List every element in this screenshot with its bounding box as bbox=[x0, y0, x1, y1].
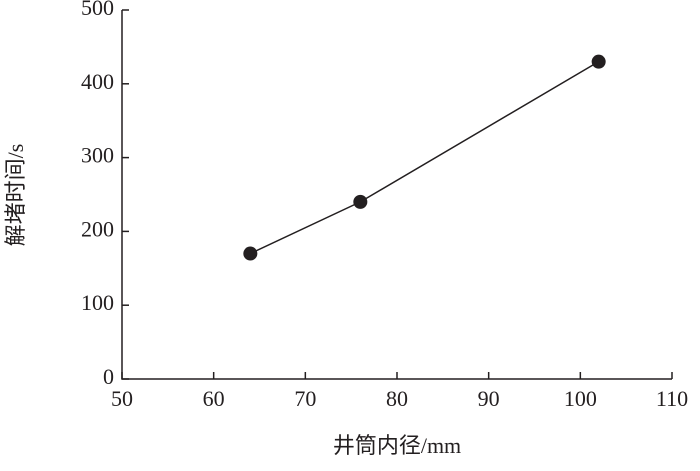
series-line bbox=[250, 61, 600, 255]
x-axis-label: 井筒内径/mm bbox=[333, 433, 461, 458]
y-tick-label: 100 bbox=[81, 290, 114, 315]
x-tick-label: 90 bbox=[478, 386, 500, 411]
x-tick-label: 60 bbox=[203, 386, 225, 411]
axes bbox=[121, 10, 672, 380]
y-tick-label: 200 bbox=[81, 216, 114, 241]
x-tick-label: 70 bbox=[294, 386, 316, 411]
y-tick-label: 300 bbox=[81, 143, 114, 168]
y-tick-label: 400 bbox=[81, 69, 114, 94]
y-tick-label: 500 bbox=[81, 0, 114, 20]
y-axis-label: 解堵时间/s bbox=[3, 144, 28, 247]
x-tick-label: 110 bbox=[656, 386, 688, 411]
x-tick-label: 80 bbox=[386, 386, 408, 411]
x-tick-label: 100 bbox=[564, 386, 597, 411]
x-tick-label: 50 bbox=[111, 386, 133, 411]
point bbox=[243, 246, 258, 261]
point bbox=[353, 194, 368, 209]
point bbox=[591, 54, 606, 69]
y-tick-label: 0 bbox=[103, 364, 114, 389]
